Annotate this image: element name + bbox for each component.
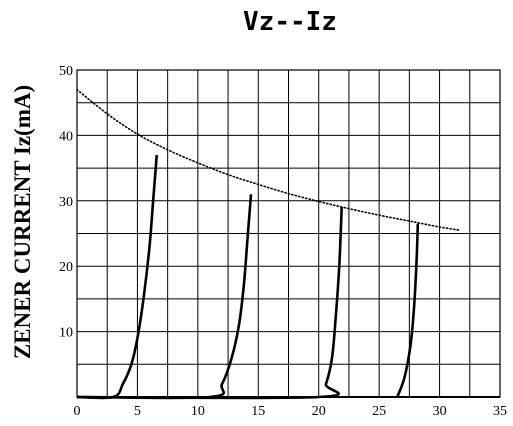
x-tick-label: 0 [74,404,81,419]
y-tick-label: 30 [59,195,73,210]
y-axis-label: ZENER CURRENT Iz(mA) [10,85,35,359]
chart-title: Vz--Iz [243,7,337,37]
y-tick-label: 40 [59,129,73,144]
grid [77,70,500,397]
max-current-curve [76,88,461,232]
zener-curve-2 [76,194,253,400]
zener-curve-3 [76,207,343,400]
x-tick-label: 10 [191,404,205,419]
x-tick-label: 15 [251,404,265,419]
x-tick-label: 5 [134,404,141,419]
tick-labels: 0 5 10 15 20 25 30 35 10 20 30 40 50 [59,64,507,419]
zener-curve-1 [76,154,159,400]
x-tick-label: 25 [372,404,386,419]
series-lines [76,88,461,400]
x-tick-label: 30 [433,404,447,419]
y-tick-label: 20 [59,260,73,275]
y-tick-label: 10 [59,326,73,341]
zener-curve-4 [396,223,420,398]
x-tick-label: 20 [312,404,326,419]
x-tick-label: 35 [493,404,507,419]
y-tick-label: 50 [59,64,73,79]
